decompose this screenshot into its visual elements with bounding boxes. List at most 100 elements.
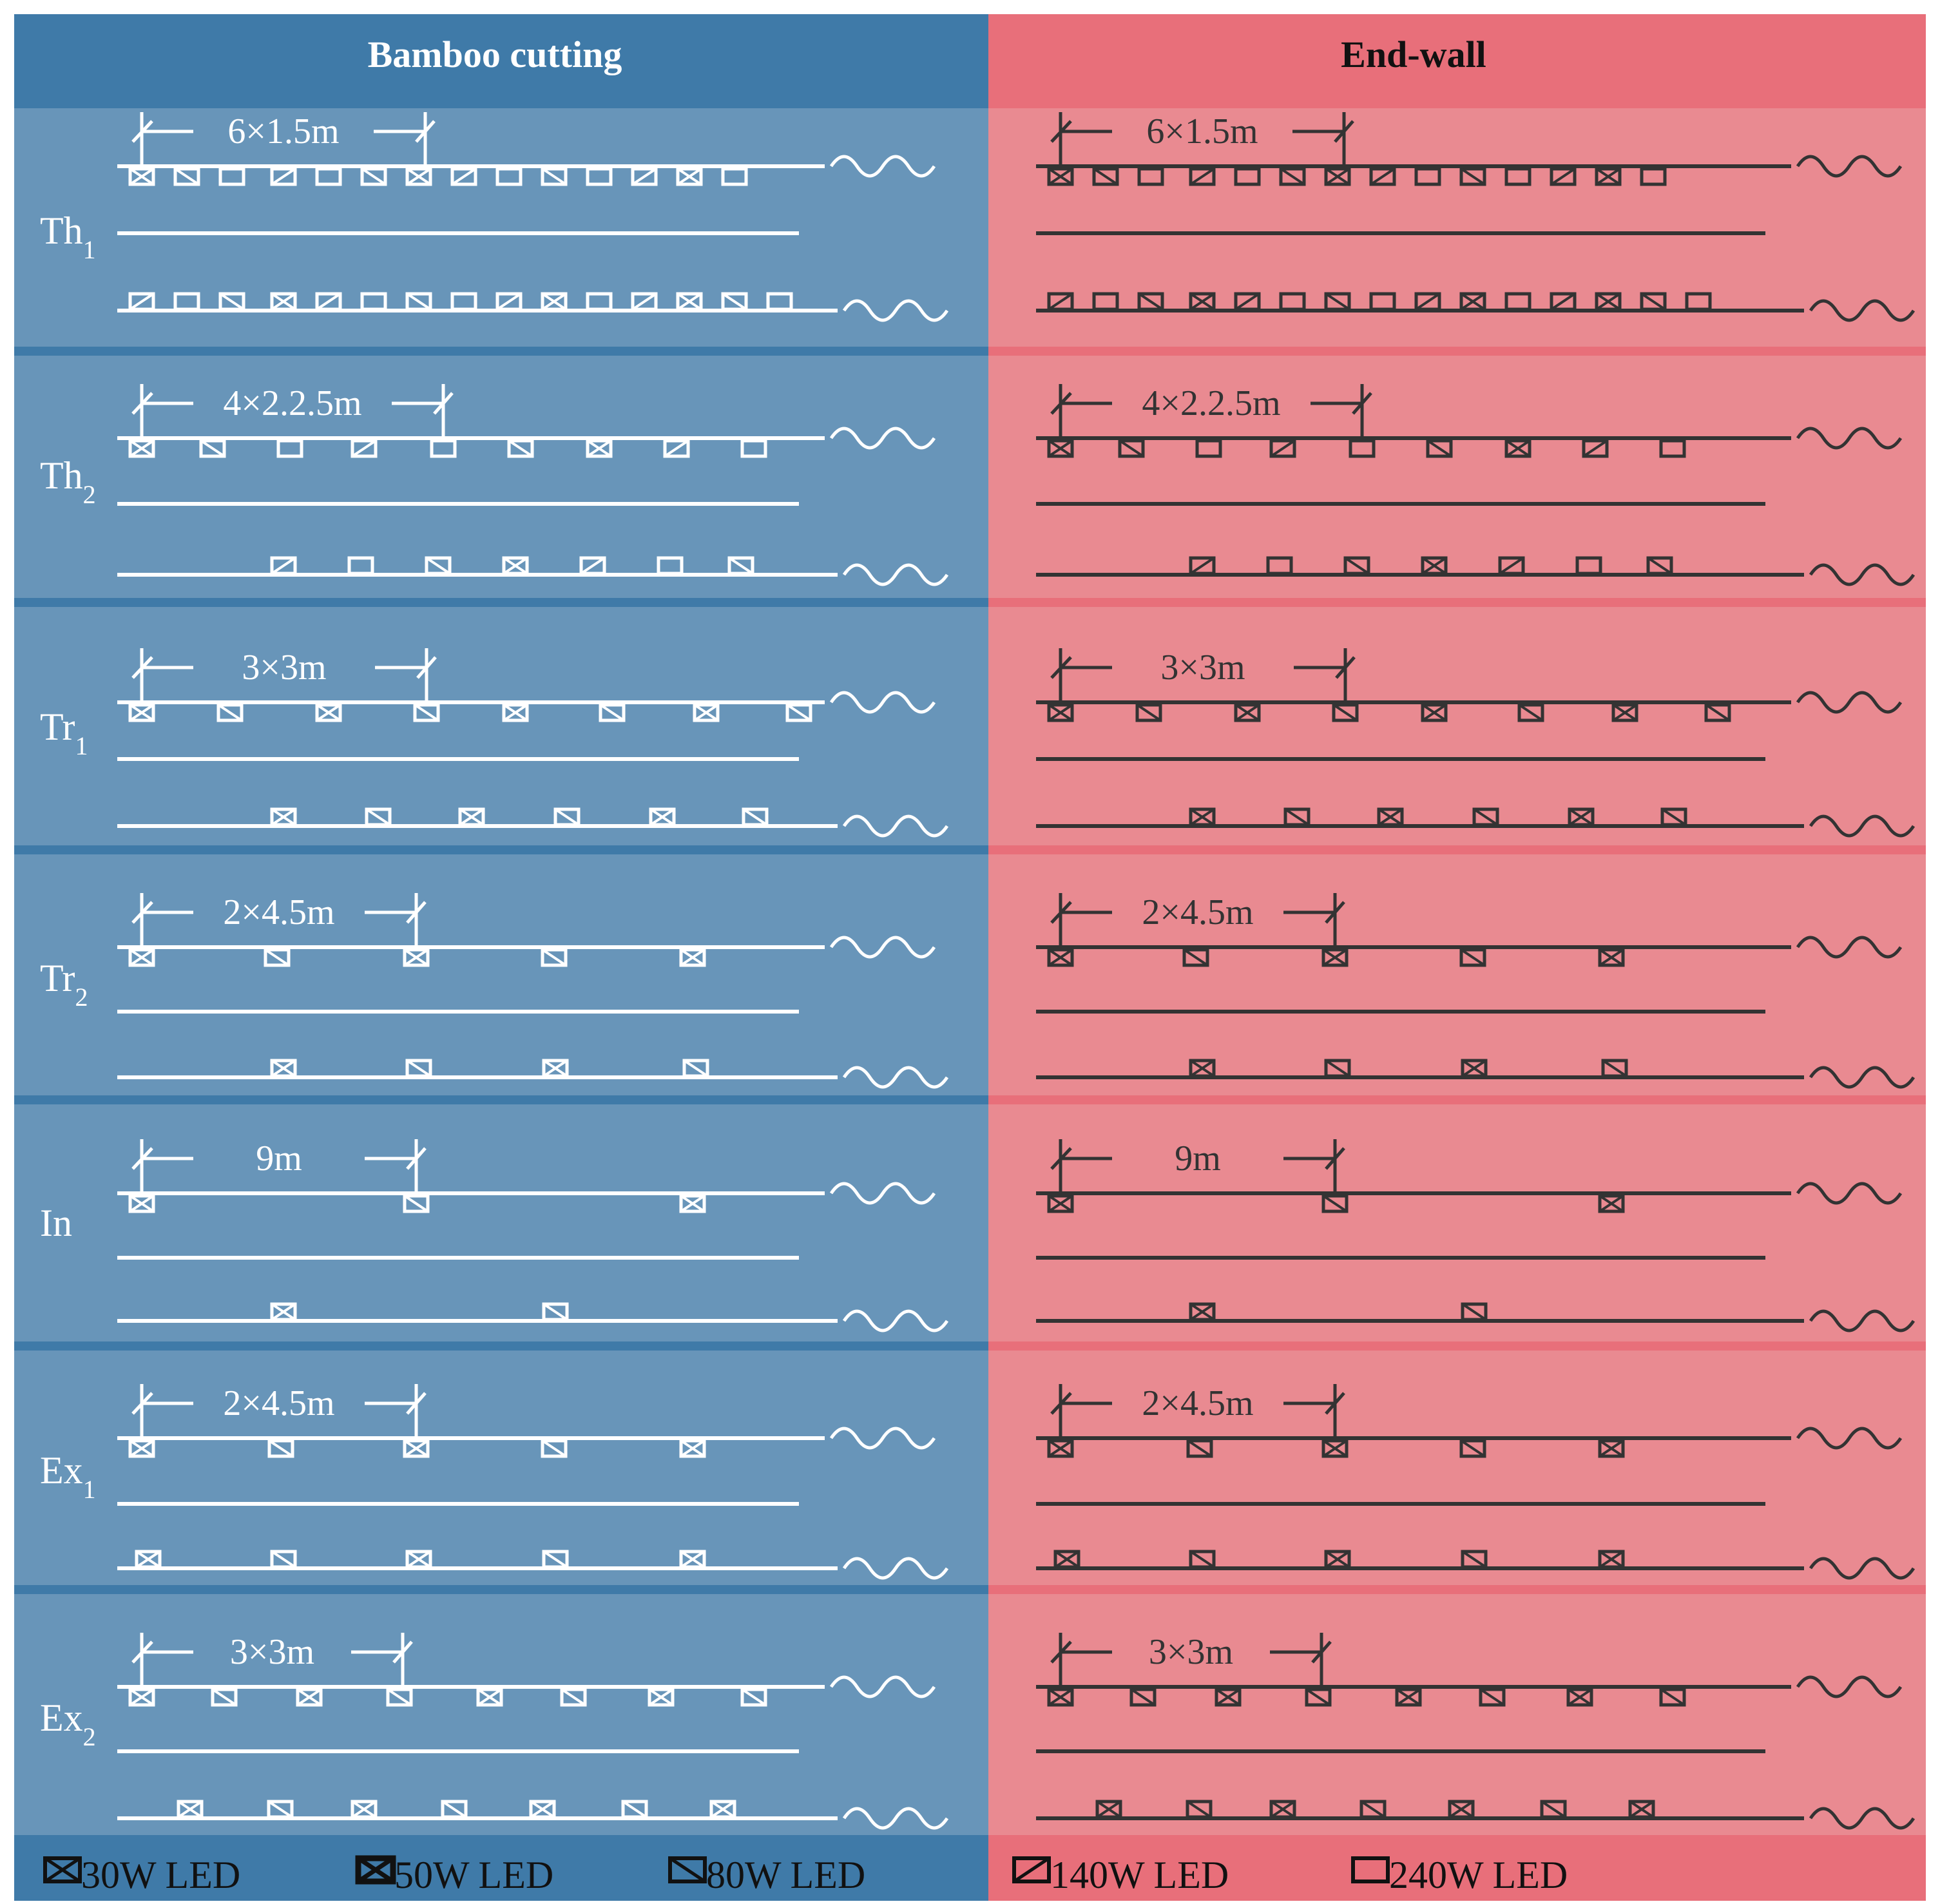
led-lamp [1092,292,1119,311]
led-lamp [425,556,452,575]
led-lamp [631,292,658,311]
led-lamp [1047,948,1074,967]
led-lamp [742,807,769,827]
led-lamp [1283,807,1311,827]
row-separator [14,598,988,607]
row-separator [14,1585,988,1594]
endwall-layouts: 6×1.5m 4×2.2.5m 3×3m 2×4.5m 9m 2×4.5m 3×3m [1036,111,1916,1830]
led-lamp [128,1194,155,1213]
continuation-wave [829,691,936,714]
led-lamp [721,292,748,311]
legend-label-140w: 140W LED [1050,1854,1229,1896]
led-lamp [413,703,440,722]
led-lamp [1704,703,1731,722]
led-lamp [631,167,658,186]
led-lamp [1269,439,1296,458]
led-lamp [450,292,477,311]
led-lamp [599,703,626,722]
continuation-wave [829,427,936,450]
led-lamp [1595,292,1622,311]
row-separator [988,1341,1926,1351]
led-lamp [1321,948,1349,967]
led-lamp [1189,292,1216,311]
led-lamp [1047,1688,1074,1707]
legend-label-30w: 30W LED [81,1854,240,1896]
led-lamp [1479,1688,1506,1707]
led-lamp [1269,1800,1296,1819]
led-lamp [1448,1800,1475,1819]
led-lamp [1550,167,1577,186]
led-lamp [1660,807,1687,827]
led-lamp [1266,556,1293,575]
continuation-wave [842,1309,949,1332]
led-lamp [218,292,245,311]
led-lamp [1321,1194,1349,1213]
endwall-layout-tr2: 2×4.5m [1036,892,1916,1089]
led-lamp [1504,439,1532,458]
led-lamp [1377,807,1404,827]
led-lamp [709,1800,736,1819]
led-lamp [721,167,748,186]
bamboo-panel [14,14,988,1901]
continuation-wave [1809,1066,1916,1089]
led-lamp [1595,167,1622,186]
spacing-label: 6×1.5m [1146,111,1258,151]
continuation-wave [1796,155,1903,178]
continuation-wave [842,814,949,838]
led-lamp [542,1302,569,1322]
row-separator [988,347,1926,356]
led-lamp [1234,703,1261,722]
endwall-header-bar [988,14,1926,108]
spacing-label: 2×4.5m [1142,892,1253,932]
led-lamp [128,167,155,186]
led-lamp [1421,703,1448,722]
row-label-th1: Th1 [40,209,96,264]
led-lamp [135,1550,162,1569]
led-lamp [403,1439,430,1458]
row-separators [14,347,1926,1594]
led-lamp [1095,1800,1122,1819]
led-lamp [1047,1194,1074,1213]
led-lamp [360,167,387,186]
led-lamp [502,556,529,575]
continuation-wave [842,563,949,586]
led-lamp [264,948,291,967]
led-lamp [1305,1688,1332,1707]
led-lamp [1135,703,1162,722]
bamboo-header-title: Bamboo cutting [368,34,622,75]
led-lamp [1359,1800,1387,1819]
led-lamp [270,292,297,311]
continuation-wave [1796,936,1903,959]
led-lamp [1517,703,1544,722]
led-lamp [495,167,523,186]
bamboo-layouts: 6×1.5m 4×2.2.5m 3×3m 2×4.5m 9m 2×4.5m 3×3m [117,111,949,1830]
endwall-layout-th2: 4×2.2.5m [1036,383,1916,586]
led-lamp [1321,1439,1349,1458]
led-lamp [553,807,581,827]
bamboo-layout-ex2: 3×3m [117,1632,949,1830]
led-lamp [1137,167,1164,186]
led-lamp [1186,1800,1213,1819]
continuation-wave [829,1182,936,1205]
led-lamp [1598,948,1625,967]
led-lamp [360,292,387,311]
led-lamp [1047,439,1074,458]
led-lamp [267,1800,294,1819]
led-lamp [276,439,303,458]
row-separator [988,1095,1926,1104]
continuation-wave [842,1807,949,1830]
led-lamp [315,703,342,722]
endwall-layout-in: 9m [1036,1139,1916,1332]
endwall-legend-bar [988,1835,1926,1901]
led-lamp [270,1550,297,1569]
led-lamp [676,167,703,186]
bamboo-layout-th2: 4×2.2.5m [117,383,949,586]
led-lamp [1566,1688,1593,1707]
endwall-layout-th1: 6×1.5m [1036,111,1916,322]
led-lamp [1189,167,1216,186]
led-lamp [1540,1800,1567,1819]
led-lamp [541,167,568,186]
led-lamp [315,167,342,186]
led-50w-icon [355,1855,396,1885]
led-lamp [270,1059,297,1078]
